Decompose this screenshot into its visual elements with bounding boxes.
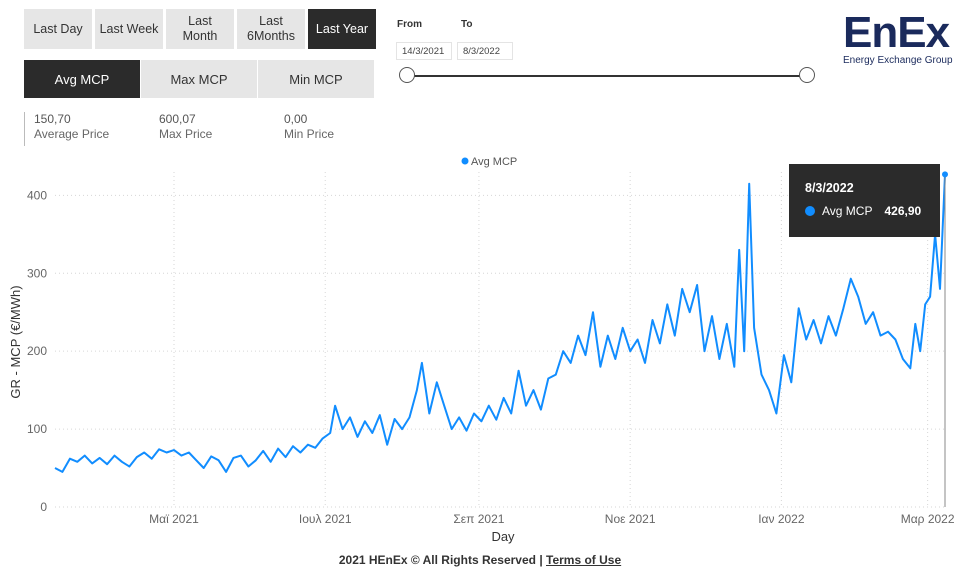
- stat-min-value: 0,00: [284, 112, 308, 126]
- price-chart: 0 100 200 300 400 Μαϊ 2021 Ιουλ 2021 Σεπ 2021 Νο…: [8, 156, 955, 544]
- tooltip-value: 426,90: [884, 204, 922, 218]
- series-line-avg-mcp: [54, 174, 946, 473]
- y-tick-label: 400: [27, 188, 47, 202]
- stat-average: 150,70 Average Price: [25, 112, 150, 146]
- footer: 2021 HEnEx © All Rights Reserved | Terms…: [0, 553, 960, 567]
- last-month-button[interactable]: Last Month: [166, 9, 234, 49]
- legend-marker: [461, 157, 469, 165]
- x-tick-label: Σεπ 2021: [453, 512, 504, 526]
- logo-wordmark: EnEx: [843, 10, 955, 56]
- stat-max-label: Max Price: [159, 127, 213, 141]
- chart-legend: Avg MCP: [461, 156, 517, 168]
- enex-logo: EnEx Energy Exchange Group: [843, 10, 955, 67]
- stat-average-label: Average Price: [34, 127, 110, 141]
- x-tick-label: Μαϊ 2021: [149, 512, 199, 526]
- to-date-input[interactable]: 8/3/2022: [457, 42, 513, 60]
- y-tick-label: 0: [40, 500, 47, 514]
- chart-axes: 0 100 200 300 400 Μαϊ 2021 Ιουλ 2021 Σεπ 2021 Νο…: [27, 188, 955, 526]
- y-axis-title: GR - MCP (€/MWh): [8, 285, 23, 398]
- period-selector: Last Day Last Week Last Month Last 6Mont…: [24, 9, 376, 49]
- min-mcp-button[interactable]: Min MCP: [258, 60, 374, 98]
- y-tick-label: 300: [27, 266, 47, 280]
- x-tick-label: Νοε 2021: [605, 512, 656, 526]
- legend-label: Avg MCP: [471, 156, 517, 168]
- logo-text: EnEx: [843, 8, 950, 57]
- stat-average-value: 150,70: [34, 112, 71, 126]
- y-tick-label: 200: [27, 344, 47, 358]
- x-tick-label: Ιουλ 2021: [299, 512, 352, 526]
- date-range-slider[interactable]: [407, 75, 807, 77]
- slider-end-handle[interactable]: [799, 67, 815, 83]
- stat-max: 600,07 Max Price: [150, 112, 275, 146]
- x-axis-title: Day: [491, 529, 515, 544]
- data-tooltip: 8/3/2022 Avg MCP 426,90: [789, 164, 940, 237]
- slider-start-handle[interactable]: [399, 67, 415, 83]
- chart-marks: [54, 171, 948, 507]
- y-tick-label: 100: [27, 422, 47, 436]
- terms-of-use-link[interactable]: Terms of Use: [546, 553, 622, 567]
- tooltip-series-dot: [805, 206, 815, 216]
- x-tick-label: Μαρ 2022: [901, 512, 955, 526]
- last-week-button[interactable]: Last Week: [95, 9, 163, 49]
- hover-point: [942, 171, 948, 178]
- metric-selector: Avg MCP Max MCP Min MCP: [24, 60, 374, 98]
- tooltip-date: 8/3/2022: [805, 181, 854, 195]
- from-label: From: [397, 19, 422, 30]
- max-mcp-button[interactable]: Max MCP: [141, 60, 257, 98]
- logo-subtitle: Energy Exchange Group: [843, 55, 953, 66]
- tooltip-series: Avg MCP: [822, 204, 873, 218]
- stat-min: 0,00 Min Price: [275, 112, 400, 146]
- to-label: To: [461, 19, 473, 30]
- stat-min-label: Min Price: [284, 127, 335, 141]
- stat-max-value: 600,07: [159, 112, 196, 126]
- last-day-button[interactable]: Last Day: [24, 9, 92, 49]
- price-stats: 150,70 Average Price 600,07 Max Price 0,…: [24, 112, 400, 146]
- tooltip-row: Avg MCP 426,90: [805, 204, 940, 218]
- chart-grid: [55, 172, 945, 508]
- avg-mcp-button[interactable]: Avg MCP: [24, 60, 140, 98]
- footer-copyright: 2021 HEnEx © All Rights Reserved |: [338, 553, 547, 567]
- last-6months-button[interactable]: Last 6Months: [237, 9, 305, 49]
- x-tick-label: Ιαν 2022: [758, 512, 805, 526]
- last-year-button[interactable]: Last Year: [308, 9, 376, 49]
- from-date-input[interactable]: 14/3/2021: [396, 42, 452, 60]
